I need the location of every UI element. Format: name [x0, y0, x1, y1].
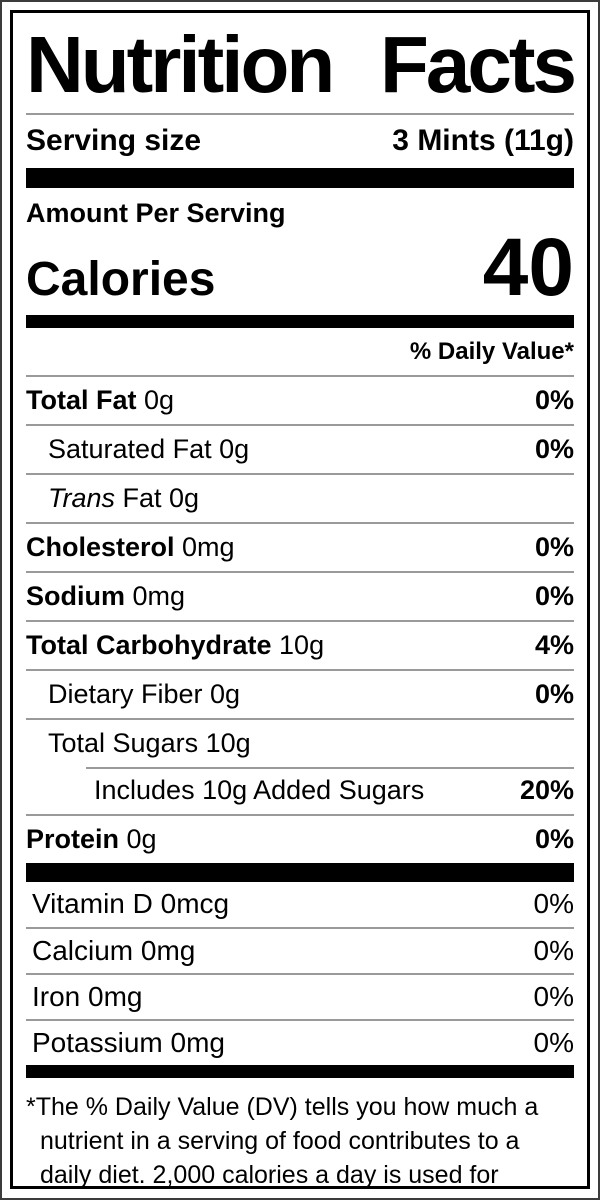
nutrient-amount: Total Sugars 10g	[48, 728, 251, 759]
nutrient-name: Total Carbohydrate 10g	[26, 630, 324, 661]
nutrient-row-saturated-fat: Saturated Fat 0g 0%	[26, 426, 574, 475]
vitamin-row-potassium: Potassium 0mg 0%	[26, 1021, 574, 1065]
nutrient-amount: 0mg	[174, 532, 235, 563]
nutrient-amount: 10g	[271, 630, 325, 661]
footnote: *The % Daily Value (DV) tells you how mu…	[26, 1078, 574, 1189]
nutrient-amount: Dietary Fiber 0g	[48, 679, 241, 710]
vitamin-row-calcium: Calcium 0mg 0%	[26, 929, 574, 975]
calories-label: Calories	[26, 253, 216, 306]
nutrient-name: Trans Fat 0g	[26, 483, 199, 514]
medium-divider-bar	[26, 314, 574, 328]
nutrient-dv: 0%	[534, 433, 574, 464]
vitamin-name: Vitamin D 0mcg	[32, 888, 230, 920]
nutrient-dv: 0%	[534, 532, 574, 563]
nutrient-dv: 0%	[534, 679, 574, 710]
nutrient-amount: Includes 10g Added Sugars	[94, 775, 425, 806]
nutrient-name: Total Sugars 10g	[26, 728, 251, 759]
nutrient-name-bold: Total Fat	[26, 384, 137, 415]
vitamin-dv: 0%	[533, 934, 574, 966]
serving-size-row: Serving size 3 Mints (11g)	[26, 115, 574, 168]
nutrient-name-bold: Sodium	[26, 581, 125, 612]
nutrient-dv: 0%	[534, 581, 574, 612]
nutrient-name: Dietary Fiber 0g	[26, 679, 240, 710]
nutrient-amount: 0mg	[125, 581, 186, 612]
nutrient-amount: 0g	[119, 824, 157, 855]
vitamin-dv: 0%	[533, 888, 574, 920]
nutrient-row-cholesterol: Cholesterol 0mg 0%	[26, 524, 574, 574]
nutrient-dv: 20%	[519, 775, 574, 806]
amount-per-serving-label: Amount Per Serving	[26, 198, 286, 228]
nutrient-name: Total Fat 0g	[26, 385, 174, 416]
nutrition-facts-label: Nutrition Facts Serving size 3 Mints (11…	[10, 10, 590, 1189]
nutrient-name-bold: Protein	[26, 824, 120, 855]
nutrient-name-italic: Trans	[48, 482, 116, 513]
nutrient-row-trans-fat: Trans Fat 0g	[26, 475, 574, 525]
calories-row: Calories 40	[26, 222, 574, 315]
nutrient-name-bold: Total Carbohydrate	[26, 630, 272, 661]
nutrient-name-bold: Cholesterol	[26, 532, 175, 563]
serving-size-label: Serving size	[26, 124, 202, 157]
nutrient-amount: Saturated Fat 0g	[48, 433, 250, 464]
thick-divider-bar	[26, 168, 574, 188]
nutrient-amount: Fat 0g	[115, 482, 200, 513]
nutrient-row-dietary-fiber: Dietary Fiber 0g 0%	[26, 671, 574, 721]
serving-size-value: 3 Mints (11g)	[392, 124, 574, 157]
nutrient-name: Includes 10g Added Sugars	[26, 775, 424, 806]
nutrient-name: Cholesterol 0mg	[26, 532, 235, 563]
nutrient-row-total-carbohydrate: Total Carbohydrate 10g 4%	[26, 622, 574, 672]
label-title: Nutrition Facts	[26, 13, 577, 115]
nutrient-row-protein: Protein 0g 0%	[26, 816, 574, 863]
nutrient-name: Sodium 0mg	[26, 581, 185, 612]
vitamin-dv: 0%	[533, 980, 574, 1012]
footnote-marker: *	[26, 1093, 36, 1122]
thick-divider-bar	[26, 863, 574, 883]
nutrient-dv: 0%	[534, 384, 574, 415]
calories-value: 40	[482, 222, 574, 313]
nutrient-amount: 0g	[136, 384, 175, 415]
vitamin-name: Calcium 0mg	[32, 934, 196, 966]
nutrient-dv: 0%	[534, 824, 574, 855]
nutrient-row-added-sugars: Includes 10g Added Sugars 20%	[26, 767, 574, 817]
vitamin-row-vitamin-d: Vitamin D 0mcg 0%	[26, 882, 574, 929]
vitamin-name: Iron 0mg	[32, 980, 143, 1012]
nutrient-name: Protein 0g	[26, 824, 157, 855]
nutrient-row-total-fat: Total Fat 0g 0%	[26, 377, 574, 426]
vitamin-dv: 0%	[533, 1026, 574, 1058]
nutrient-name: Saturated Fat 0g	[26, 434, 249, 465]
nutrient-dv: 4%	[534, 630, 574, 661]
medium-divider-bar	[26, 1065, 574, 1079]
nutrient-row-total-sugars: Total Sugars 10g	[26, 720, 574, 767]
vitamin-row-iron: Iron 0mg 0%	[26, 975, 574, 1021]
nutrient-row-sodium: Sodium 0mg 0%	[26, 573, 574, 623]
daily-value-header: % Daily Value*	[26, 328, 574, 377]
vitamin-name: Potassium 0mg	[32, 1026, 225, 1058]
footnote-text: The % Daily Value (DV) tells you how muc…	[35, 1093, 539, 1189]
